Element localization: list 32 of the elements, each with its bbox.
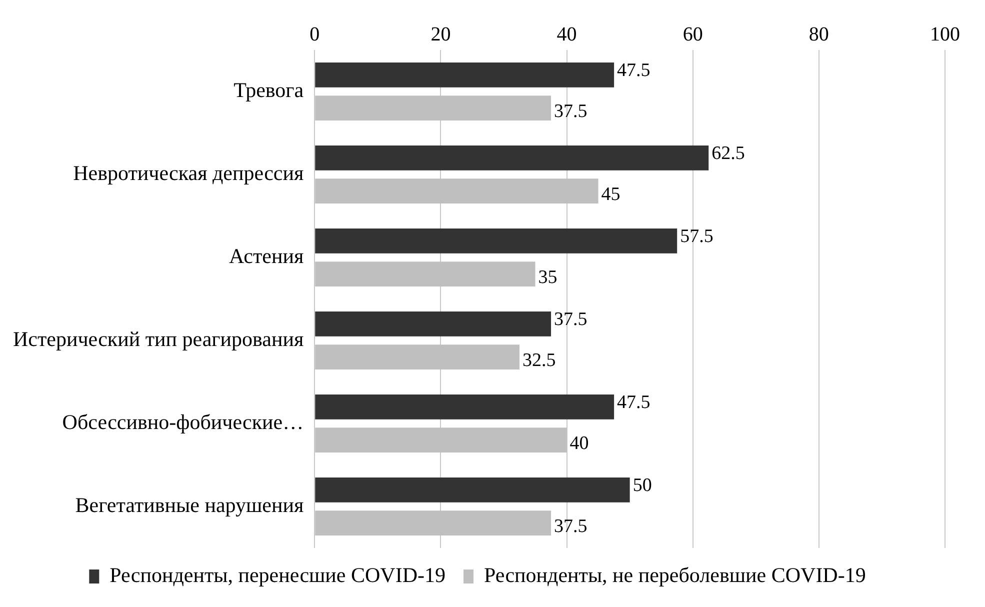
data-label: 35 bbox=[538, 267, 558, 288]
data-label: 47.5 bbox=[617, 60, 650, 81]
bar bbox=[315, 477, 630, 502]
y-tick-label: Тревога bbox=[234, 78, 304, 102]
data-label: 40 bbox=[570, 433, 589, 454]
bar bbox=[315, 311, 552, 336]
x-tick-label: 100 bbox=[930, 23, 960, 46]
y-tick-label: Астения bbox=[229, 244, 304, 268]
legend-label: Респонденты, перенесшие COVID-19 bbox=[110, 563, 446, 588]
y-tick-label: Вегетативные нарушения bbox=[75, 493, 304, 518]
data-label: 45 bbox=[601, 184, 620, 206]
x-tick-label: 0 bbox=[310, 23, 320, 46]
x-tick-label: 60 bbox=[682, 23, 703, 46]
x-tick-label: 20 bbox=[430, 23, 451, 46]
bar bbox=[315, 228, 678, 254]
data-label: 47.5 bbox=[617, 392, 650, 413]
bar bbox=[315, 145, 709, 170]
data-label: 50 bbox=[632, 474, 652, 496]
legend-label: Респонденты, не переболевшие COVID-19 bbox=[484, 563, 866, 588]
y-tick-label: Невротическая депрессия bbox=[73, 161, 304, 186]
bar bbox=[315, 62, 614, 88]
data-label: 57.5 bbox=[680, 226, 714, 247]
data-label: 37.5 bbox=[554, 101, 588, 122]
data-label: 37.5 bbox=[554, 308, 588, 330]
data-label: 62.5 bbox=[712, 142, 745, 164]
x-tick-label: 80 bbox=[808, 23, 829, 46]
data-label: 32.5 bbox=[522, 350, 556, 372]
data-label: 37.5 bbox=[554, 516, 588, 538]
y-tick-label: Обсессивно-фобические… bbox=[62, 410, 304, 434]
x-tick-label: 40 bbox=[556, 23, 577, 46]
bar bbox=[315, 394, 614, 420]
y-tick-label: Истерический тип реагирования bbox=[12, 327, 304, 352]
